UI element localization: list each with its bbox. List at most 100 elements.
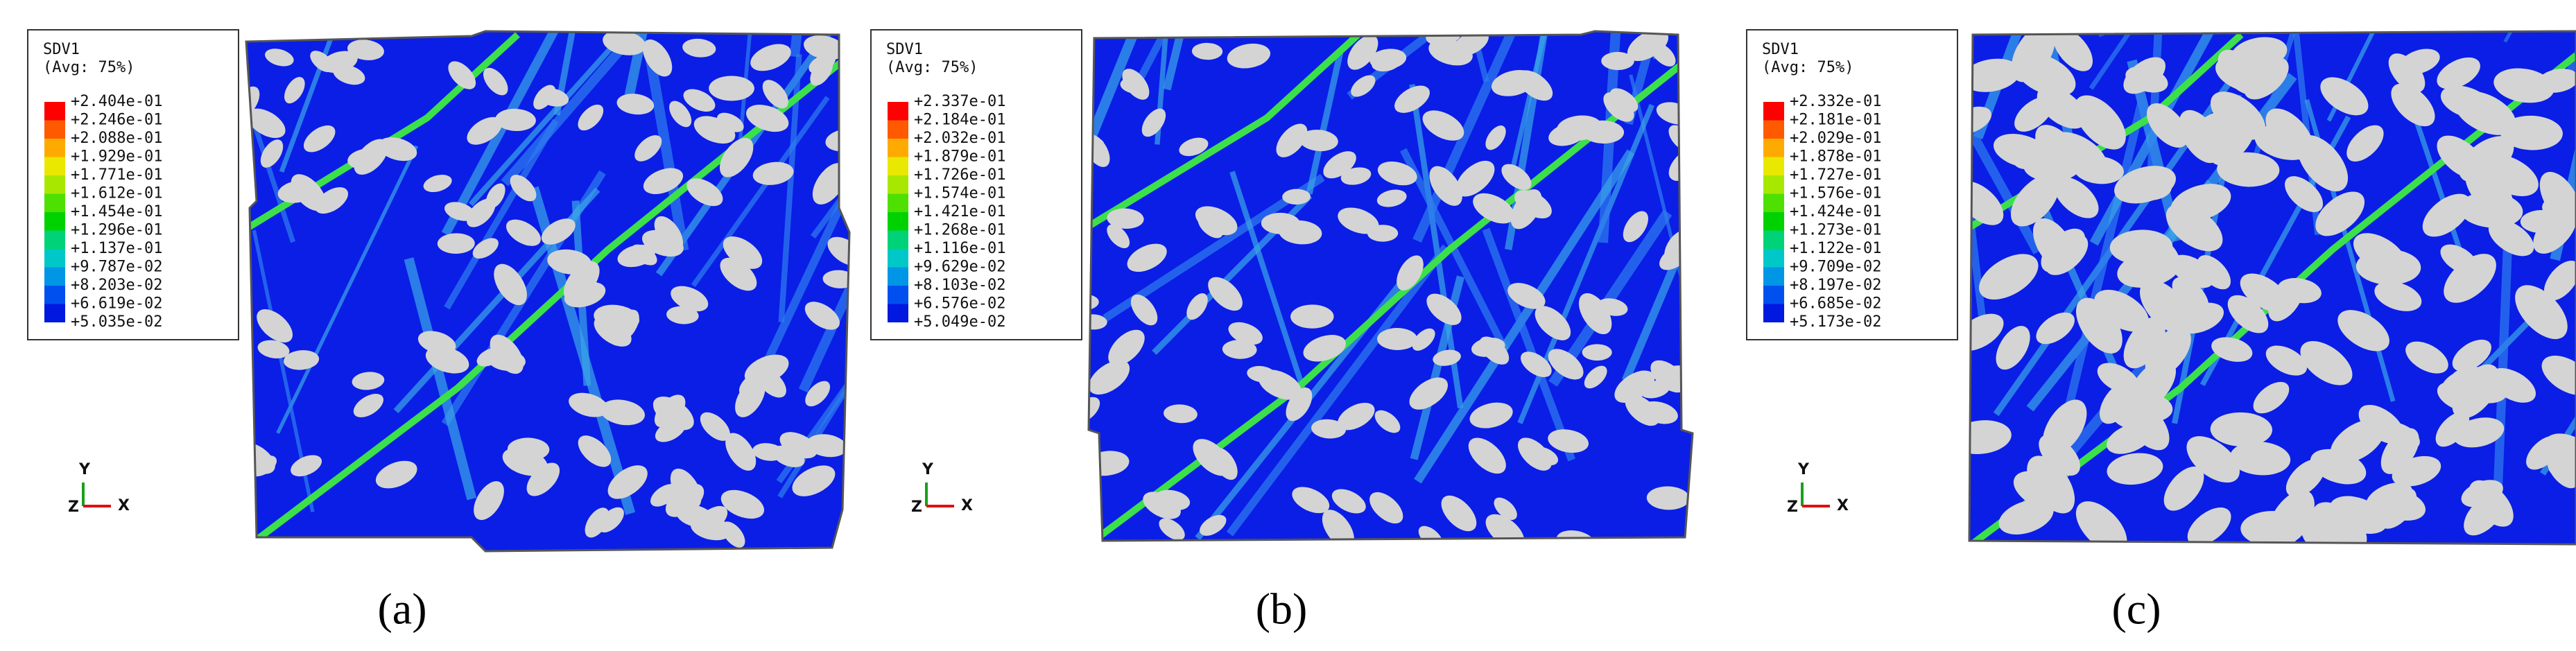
particle <box>2454 91 2516 135</box>
particle <box>725 433 757 471</box>
particle <box>2315 191 2365 236</box>
particle <box>2453 417 2505 448</box>
particle <box>1507 283 1546 309</box>
shear-band <box>763 114 849 365</box>
particle <box>655 419 686 442</box>
legend-label: +1.137e-01 <box>71 240 162 257</box>
legend-label: +1.421e-01 <box>914 203 1005 220</box>
particle <box>2146 103 2188 148</box>
legend-label: +2.029e-01 <box>1790 130 1881 147</box>
shear-band <box>279 31 374 173</box>
particle <box>2166 204 2223 252</box>
particle <box>1453 31 1489 57</box>
shear-band <box>1969 149 1989 342</box>
particle <box>682 38 716 58</box>
legend-swatch <box>44 102 65 121</box>
particle <box>425 346 469 374</box>
particle <box>2346 125 2384 162</box>
legend-swatch <box>1763 230 1784 249</box>
particle <box>666 306 699 324</box>
particle <box>2227 295 2269 333</box>
particle <box>1485 125 1506 150</box>
particle <box>437 233 475 254</box>
particle <box>2229 442 2291 476</box>
legend-swatch <box>44 193 65 212</box>
particle <box>2337 310 2389 351</box>
particle <box>1222 340 1257 359</box>
legend-swatch <box>1763 267 1784 286</box>
particle <box>1323 151 1356 179</box>
axis-y-label: Y <box>922 461 934 478</box>
particle <box>723 236 763 269</box>
particle <box>1089 294 1099 311</box>
particle <box>1227 43 1271 69</box>
particle <box>752 162 794 185</box>
particle <box>2244 58 2289 100</box>
shear-band <box>1439 31 1489 83</box>
particle <box>1141 108 1166 137</box>
legend-swatch <box>888 120 908 139</box>
particle <box>2013 137 2061 170</box>
particle <box>2459 136 2514 182</box>
particle <box>2210 412 2273 447</box>
particle <box>2452 339 2491 372</box>
particle <box>2117 250 2181 288</box>
shear-band <box>643 46 689 252</box>
particle <box>2358 404 2405 444</box>
particle <box>1429 166 1462 206</box>
particle <box>2075 501 2127 544</box>
shear-band <box>1226 244 1449 537</box>
particle <box>1471 338 1505 357</box>
particle <box>603 31 646 55</box>
caption: (b) <box>1256 584 1308 634</box>
particle <box>2041 228 2086 272</box>
axis-x-label: X <box>1837 497 1849 514</box>
particle <box>750 44 791 71</box>
particle <box>2053 31 2093 71</box>
legend-label: +1.296e-01 <box>71 222 162 239</box>
particle <box>671 286 709 312</box>
particle <box>1996 326 2030 370</box>
particle <box>2211 337 2253 362</box>
particle <box>634 135 662 162</box>
particle <box>804 302 840 330</box>
shear-band <box>623 31 687 105</box>
particle <box>257 309 293 343</box>
particle <box>2391 83 2435 127</box>
particle <box>2526 435 2561 470</box>
particle <box>1422 110 1464 141</box>
shear-band <box>1089 31 1206 146</box>
particle <box>2013 471 2071 512</box>
particle <box>1455 160 1495 197</box>
legend-swatch <box>1763 304 1784 322</box>
legend-swatch <box>44 267 65 286</box>
particle <box>2378 487 2417 529</box>
particle <box>1303 335 1346 362</box>
legend-subtitle: (Avg: 75%) <box>1762 59 1853 76</box>
particle <box>1556 530 1596 541</box>
legend-label: +1.268e-01 <box>914 222 1005 239</box>
legend-swatch <box>888 267 908 286</box>
particle <box>472 238 499 259</box>
particle <box>1394 85 1430 113</box>
legend-label: +1.116e-01 <box>914 240 1005 257</box>
particle <box>617 244 655 268</box>
particle <box>1282 189 1311 205</box>
legend-label: +1.612e-01 <box>71 185 162 202</box>
legend-label: +1.771e-01 <box>71 166 162 184</box>
particle <box>1397 255 1424 290</box>
particle <box>2405 341 2448 374</box>
particle <box>1340 167 1372 185</box>
particle <box>2500 115 2563 150</box>
particle <box>1351 75 1376 97</box>
axis-y-label: Y <box>1797 461 1810 478</box>
particle <box>1521 351 1552 378</box>
legend-swatch <box>888 304 908 322</box>
legend-swatch <box>44 212 65 231</box>
shear-band <box>553 31 597 116</box>
legend-label: +2.184e-01 <box>914 112 1005 129</box>
legend-label: +1.454e-01 <box>71 203 162 220</box>
particle <box>2129 359 2176 411</box>
particle <box>1155 489 1191 511</box>
particle <box>467 198 496 227</box>
